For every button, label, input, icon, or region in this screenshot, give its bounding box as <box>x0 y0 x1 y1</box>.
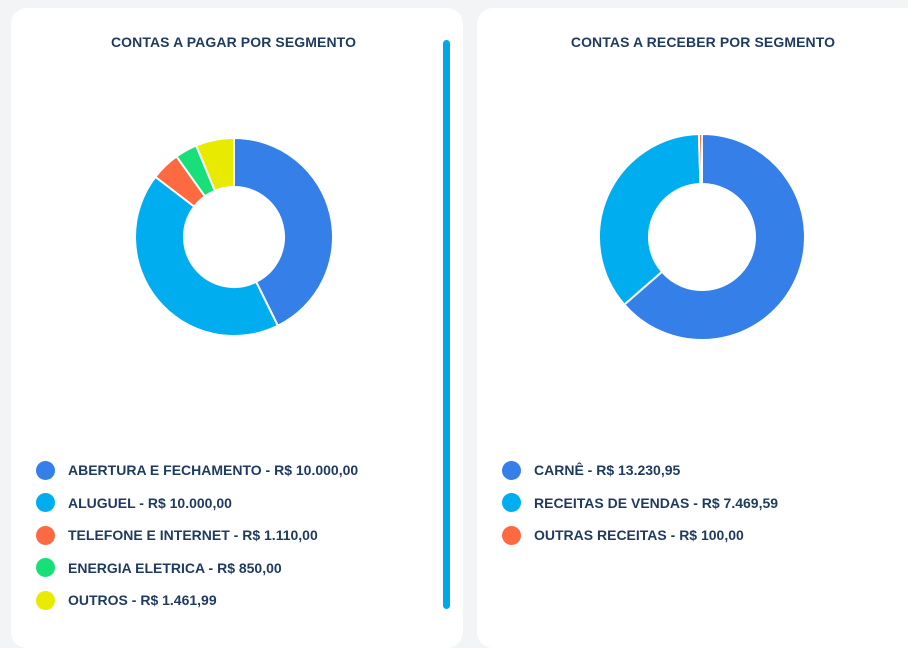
donut-chart-receber <box>598 133 806 341</box>
contas-a-receber-card: CONTAS A RECEBER POR SEGMENTO CARNÊ - R$… <box>477 8 908 648</box>
legend-marker <box>36 493 55 512</box>
donut-slice-pagar-5[interactable] <box>195 137 235 192</box>
donut-slice-receber-2[interactable] <box>598 133 702 306</box>
legend-label: OUTROS - R$ 1.461,99 <box>68 592 217 608</box>
donut-slice-receber-1[interactable] <box>623 133 806 341</box>
chart-title-receber: CONTAS A RECEBER POR SEGMENTO <box>570 34 836 50</box>
chart-title-pagar: CONTAS A PAGAR POR SEGMENTO <box>110 34 357 50</box>
donut-slice-pagar-2[interactable] <box>134 175 279 337</box>
donut-slice-pagar-1[interactable] <box>233 137 334 327</box>
legend-item-receber-2[interactable]: RECEITAS DE VENDAS - R$ 7.469,59 <box>502 492 778 514</box>
donut-slice-receber-3[interactable] <box>697 133 703 186</box>
legend-item-pagar-4[interactable]: ENERGIA ELETRICA - R$ 850,00 <box>36 557 282 579</box>
legend-marker <box>502 493 521 512</box>
legend-marker <box>502 525 521 545</box>
legend-label: CARNÊ - R$ 13.230,95 <box>534 462 681 478</box>
legend-item-receber-1[interactable]: CARNÊ - R$ 13.230,95 <box>502 459 680 481</box>
legend-label: ENERGIA ELETRICA - R$ 850,00 <box>68 559 282 576</box>
legend-item-pagar-5[interactable]: OUTROS - R$ 1.461,99 <box>36 589 217 611</box>
scrollbar-thumb[interactable] <box>443 40 450 609</box>
legend-item-pagar-2[interactable]: ALUGUEL - R$ 10.000,00 <box>36 492 232 514</box>
legend-marker <box>502 460 521 480</box>
legend-marker <box>36 525 55 545</box>
legend-item-pagar-3[interactable]: TELEFONE E INTERNET - R$ 1.110,00 <box>36 524 318 546</box>
contas-a-pagar-card: CONTAS A PAGAR POR SEGMENTO ABERTURA E F… <box>11 8 463 648</box>
legend-marker <box>36 558 55 577</box>
legend-marker <box>36 460 55 480</box>
legend-label: ABERTURA E FECHAMENTO - R$ 10.000,00 <box>68 462 359 478</box>
legend-label: OUTRAS RECEITAS - R$ 100,00 <box>534 527 744 543</box>
donut-chart-pagar <box>134 137 334 337</box>
legend-item-receber-3[interactable]: OUTRAS RECEITAS - R$ 100,00 <box>502 524 744 546</box>
legend-marker <box>36 590 55 610</box>
legend-label: ALUGUEL - R$ 10.000,00 <box>68 494 232 511</box>
legend-label: RECEITAS DE VENDAS - R$ 7.469,59 <box>534 494 779 511</box>
legend-label: TELEFONE E INTERNET - R$ 1.110,00 <box>68 527 318 543</box>
legend-item-pagar-1[interactable]: ABERTURA E FECHAMENTO - R$ 10.000,00 <box>36 459 358 481</box>
